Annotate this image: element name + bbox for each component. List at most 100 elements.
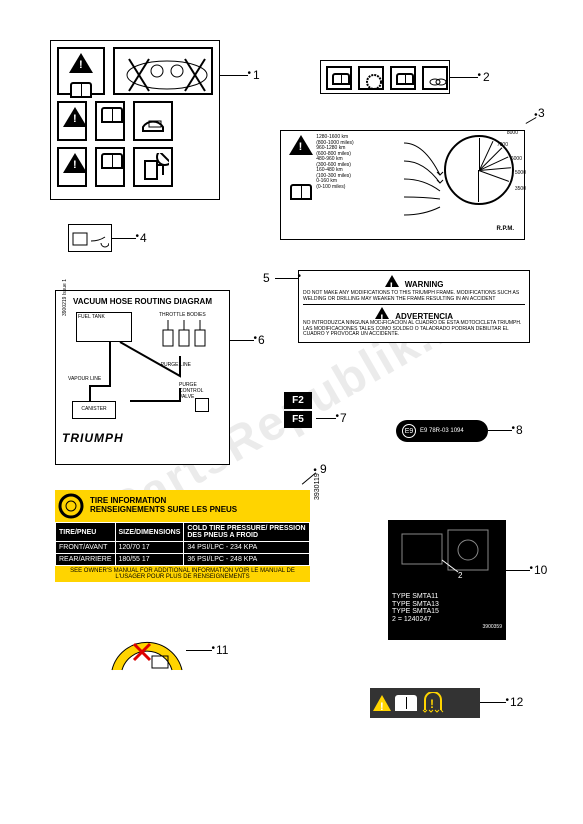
callout-4: 4	[140, 231, 147, 245]
leader-line	[506, 570, 530, 571]
tire-subtitle: RENSEIGNEMENTS SURE LES PNEUS	[90, 506, 237, 515]
manual-icon	[290, 184, 312, 200]
rear-size: 180/55 17	[115, 554, 184, 566]
manual-icon	[101, 107, 123, 123]
manual-icon	[395, 695, 417, 711]
warning-body: DO NOT MAKE ANY MODIFICATIONS TO THIS TR…	[303, 291, 525, 302]
leader-line	[186, 650, 212, 651]
chain-icon	[428, 72, 448, 92]
hdr-press: COLD TIRE PRESSURE/ PRESSION DES PNEUS A…	[184, 523, 310, 542]
rpm-arrows	[404, 135, 444, 235]
callout-6: 6	[258, 333, 265, 347]
warning-triangle-icon	[289, 135, 313, 155]
label-8: E9 E9 78R-03 1094	[396, 420, 488, 442]
valve-box	[195, 398, 209, 412]
callout-9: 9	[320, 462, 327, 476]
vacuum-title: VACUUM HOSE ROUTING DIAGRAM	[62, 297, 223, 306]
svg-text:2: 2	[458, 571, 463, 580]
warning-triangle-icon	[373, 695, 391, 711]
leader-line	[526, 117, 537, 124]
e9-circle: E9	[402, 424, 416, 438]
hdr-size: SIZE/DIMENSIONS	[115, 523, 184, 542]
type-line: TYPE SMTA15	[392, 608, 502, 616]
leader-line	[230, 340, 254, 341]
callout-5: 5	[263, 271, 270, 285]
label-9-tire: TIRE INFORMATION RENSEIGNEMENTS SURE LES…	[55, 490, 310, 582]
rpm-val: 8000	[507, 131, 518, 137]
arc-sticker-icon	[108, 630, 186, 674]
rpm-val: 7000	[497, 143, 508, 149]
label-7: F2 F5	[284, 390, 312, 430]
callout-10: 10	[534, 563, 547, 577]
warning-title: WARNING	[405, 280, 444, 289]
f2-chip: F2	[284, 392, 312, 409]
homologation-text: E9 78R-03 1094	[420, 428, 464, 434]
leader-line	[112, 238, 136, 239]
range-mi: (0-100 miles)	[316, 184, 345, 190]
leader-line	[450, 77, 478, 78]
leader-line	[275, 278, 298, 279]
type-line: TYPE SMTA13	[392, 601, 502, 609]
label-5-warning: WARNING DO NOT MAKE ANY MODIFICATIONS TO…	[298, 270, 530, 343]
tire-partno: 3930119	[314, 473, 321, 500]
helmet-icon	[139, 107, 167, 135]
manual-icon	[396, 73, 414, 85]
label-12: !	[370, 688, 480, 718]
canister-box: CANISTER	[72, 401, 116, 419]
engine-schematic-icon: 2	[392, 524, 502, 588]
callout-11: 11	[216, 643, 228, 657]
rpm-val: 6000	[511, 157, 522, 163]
tire-footer: SEE OWNER'S MANUAL FOR ADDITIONAL INFORM…	[55, 566, 310, 582]
front-size: 120/70 17	[115, 542, 184, 554]
vapour-label: VAPOUR LINE	[68, 376, 101, 382]
rpm-ranges: 1280-1600 km(800-1000 miles) 960-1280 km…	[316, 135, 404, 235]
label-3-rpm: 1280-1600 km(800-1000 miles) 960-1280 km…	[280, 130, 525, 240]
manual-icon	[332, 73, 350, 85]
callout-3: 3	[538, 106, 545, 120]
label-10: 2 TYPE SMTA11 TYPE SMTA13 TYPE SMTA15 2 …	[388, 520, 506, 640]
oil-icon	[71, 227, 109, 249]
tpms-icon: !	[421, 692, 445, 714]
warning-triangle-icon	[385, 275, 399, 287]
callout-2: 2	[483, 70, 490, 84]
label10-partno: 3900359	[392, 624, 502, 630]
front-press: 34 PSI/LPC - 234 KPA	[184, 542, 310, 554]
warning-triangle-icon	[69, 53, 93, 73]
hdr-tire: TIRE/PNEU	[56, 523, 116, 542]
callout-12: 12	[510, 695, 523, 709]
label-2	[320, 60, 450, 94]
f5-chip: F5	[284, 411, 312, 428]
label-6-vacuum: VACUUM HOSE ROUTING DIAGRAM 3900219 Issu…	[55, 290, 230, 465]
callout-8: 8	[516, 423, 523, 437]
warning-triangle-icon	[63, 107, 87, 127]
type-line: 2 = 1240247	[392, 616, 502, 624]
leader-line	[480, 702, 506, 703]
rear-lbl: REAR/ARRIERE	[56, 554, 116, 566]
label-11	[108, 630, 186, 674]
type-line: TYPE SMTA11	[392, 593, 502, 601]
label-4	[68, 224, 112, 252]
callout-1: 1	[253, 68, 260, 82]
rpm-val: 3500	[515, 187, 526, 193]
leader-line	[488, 430, 512, 431]
diagram-canvas: PartsRepublik.nl 1 2	[0, 0, 583, 824]
fuel-icon	[139, 153, 169, 183]
rear-press: 36 PSI/LPC - 248 KPA	[184, 554, 310, 566]
issue-no: 3900219 Issue 1	[62, 279, 68, 316]
warning-triangle-icon	[63, 153, 87, 173]
purge-line-label: PURGE LINE	[161, 362, 191, 368]
leader-line	[220, 75, 248, 76]
manual-icon	[70, 82, 92, 98]
label-1	[50, 40, 220, 200]
triumph-brand: TRIUMPH	[62, 431, 223, 445]
rpm-caption: R.P.M.	[496, 226, 514, 233]
advertencia-body: NO INTRODUZCA NINGUNA MODIFICACION AL CU…	[303, 321, 525, 338]
leader-line	[316, 418, 336, 419]
front-lbl: FRONT/AVANT	[56, 542, 116, 554]
tire-table: TIRE/PNEU SIZE/DIMENSIONS COLD TIRE PRES…	[55, 522, 310, 566]
warning-triangle-icon	[375, 307, 389, 319]
rpm-val: 5000	[515, 171, 526, 177]
handlebar-icon	[119, 53, 215, 97]
callout-7: 7	[340, 411, 347, 425]
svg-text:!: !	[430, 697, 434, 711]
